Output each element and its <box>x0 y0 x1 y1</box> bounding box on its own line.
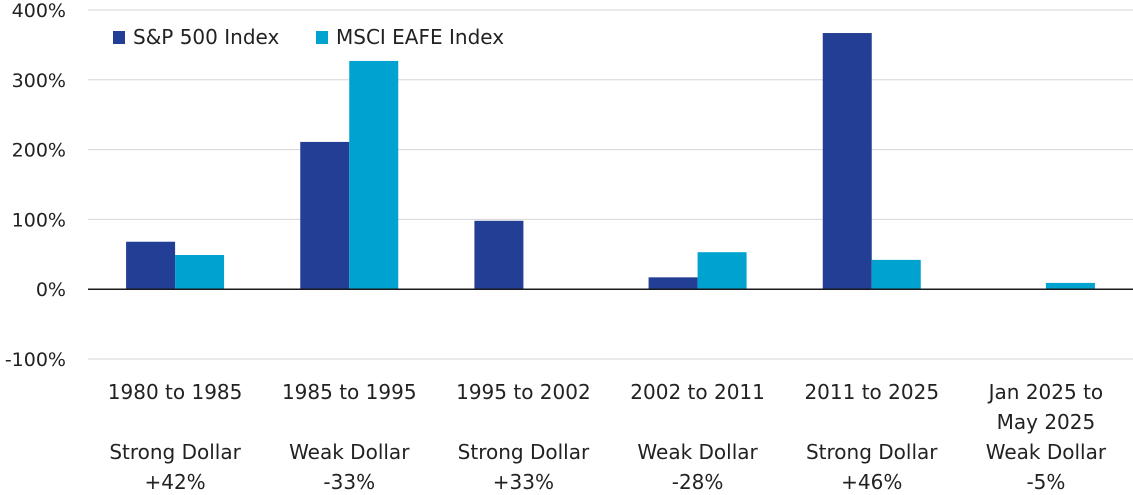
bar-msci-eafe-5 <box>1045 282 1095 290</box>
category-period-label: 1995 to 2002 <box>456 380 591 404</box>
legend-swatch <box>113 31 125 44</box>
bars <box>126 33 1095 290</box>
category-period-label: Jan 2025 to <box>987 380 1104 404</box>
x-axis-categories: 1980 to 1985 Strong Dollar +42% 1985 to 199… <box>108 380 1107 494</box>
legend-swatch <box>316 31 328 44</box>
category-regime-label: Strong Dollar <box>109 440 241 464</box>
category-period-label: 2011 to 2025 <box>804 380 939 404</box>
category-change-label: +42% <box>144 470 205 490</box>
legend: S&P 500 Index MSCI EAFE Index <box>113 25 504 49</box>
category-period-label: 1980 to 1985 <box>108 380 243 404</box>
category-regime-label: Weak Dollar <box>637 440 758 464</box>
bar-sp500-1 <box>300 141 350 290</box>
category-regime-label: Strong Dollar <box>806 440 938 464</box>
legend-label: MSCI EAFE Index <box>336 25 504 49</box>
bar-sp500-4 <box>822 33 872 290</box>
y-tick-label: 300% <box>12 70 66 92</box>
bar-msci-eafe-1 <box>349 60 399 290</box>
category-period-label: May 2025 <box>997 410 1096 434</box>
bar-sp500-2 <box>474 220 524 290</box>
bar-msci-eafe-4 <box>871 259 921 290</box>
bar-msci-eafe-3 <box>697 252 747 290</box>
category-regime-label: Weak Dollar <box>986 440 1107 464</box>
category-change-label: +46% <box>841 470 902 490</box>
category-change-label: -33% <box>323 470 375 490</box>
category-change-label: -28% <box>672 470 724 490</box>
gridlines <box>88 9 1133 360</box>
bar-sp500-3 <box>648 277 698 290</box>
category-period-label: 1985 to 1995 <box>282 380 417 404</box>
y-tick-label: 200% <box>12 140 66 162</box>
y-tick-label: -100% <box>5 349 66 371</box>
y-tick-label: 400% <box>12 0 66 22</box>
category-change-label: -5% <box>1026 470 1065 490</box>
category-change-label: +33% <box>493 470 554 490</box>
bar-msci-eafe-0 <box>175 254 225 290</box>
y-tick-label: 0% <box>36 279 66 301</box>
bar-sp500-0 <box>126 241 176 290</box>
legend-label: S&P 500 Index <box>133 25 279 49</box>
y-axis-ticks: -100% 0% 100% 200% 300% 400% <box>5 0 66 371</box>
category-period-label: 2002 to 2011 <box>630 380 765 404</box>
category-regime-label: Weak Dollar <box>289 440 410 464</box>
y-tick-label: 100% <box>12 209 66 231</box>
category-regime-label: Strong Dollar <box>458 440 590 464</box>
